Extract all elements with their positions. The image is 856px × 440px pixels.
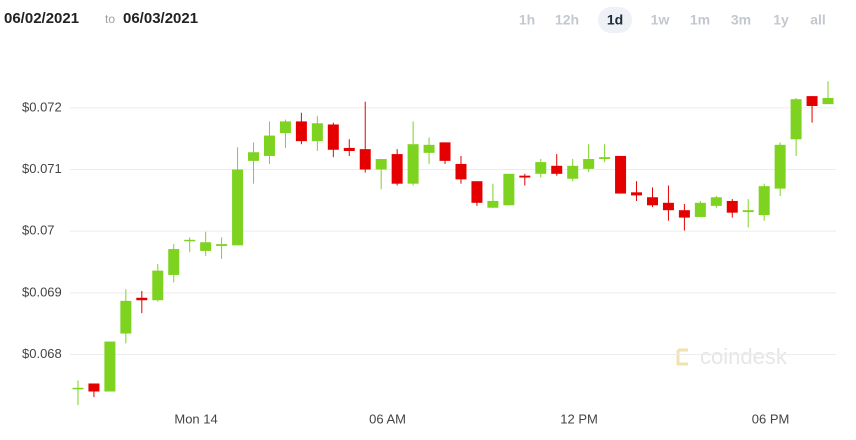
x-tick-label: 12 PM (560, 411, 598, 426)
candle-body (631, 192, 643, 196)
candle-body (168, 249, 180, 275)
y-tick-label: $0.07 (22, 223, 55, 238)
candle-body (694, 202, 706, 217)
y-tick-label: $0.068 (22, 346, 62, 361)
candle-body (455, 163, 467, 180)
watermark-text: coindesk (700, 344, 788, 369)
candle-body (88, 383, 100, 392)
candle-body (423, 144, 435, 153)
candle-body (662, 202, 674, 211)
candle-body (726, 200, 738, 213)
candle-body (646, 197, 658, 206)
candle-body (487, 200, 499, 208)
candle-body (599, 157, 611, 160)
candle-body (471, 181, 483, 203)
candle-body (710, 197, 722, 206)
range-button[interactable]: 12h (555, 12, 579, 28)
candle-body (104, 341, 116, 392)
candle-body (519, 175, 531, 178)
candle-body (407, 144, 419, 184)
candle-body (327, 124, 339, 150)
y-tick-label: $0.072 (22, 99, 62, 114)
y-tick-label: $0.069 (22, 284, 62, 299)
candle-body (263, 135, 275, 156)
candle-body (248, 152, 260, 161)
range-button[interactable]: 1d (607, 12, 623, 28)
range-button[interactable]: 1y (773, 12, 789, 28)
x-tick-label: 06 AM (369, 411, 406, 426)
x-tick-label: Mon 14 (174, 411, 217, 426)
end-date: 06/03/2021 (123, 10, 198, 27)
range-button[interactable]: 1m (690, 12, 710, 28)
y-tick-label: $0.071 (22, 161, 62, 176)
range-button[interactable]: 1h (519, 12, 535, 28)
candle-body (567, 165, 579, 179)
candle-body (216, 244, 228, 246)
candle-body (439, 142, 451, 161)
candle-body (72, 387, 84, 390)
candle-body (136, 297, 148, 301)
candle-body (120, 300, 132, 334)
range-button[interactable]: 1w (651, 12, 670, 28)
connector: to (105, 12, 115, 26)
candle-body (806, 96, 818, 106)
watermark: coindesk (676, 344, 788, 369)
candle-body (375, 159, 387, 170)
candle-body (503, 173, 515, 206)
candle-body (790, 99, 802, 140)
candle-body (774, 144, 786, 189)
candle-body (742, 210, 754, 213)
candle-body (279, 121, 291, 134)
range-selected-bg (598, 7, 632, 33)
candle-body (678, 210, 690, 218)
candle-body (152, 270, 164, 301)
candle-body (615, 155, 627, 194)
candle-body (535, 162, 547, 174)
candle-body (200, 242, 212, 251)
candle-body (551, 165, 563, 174)
candle-body (232, 169, 244, 246)
candle-body (583, 159, 595, 169)
range-button[interactable]: 3m (731, 12, 751, 28)
candle-body (295, 121, 307, 142)
candle-body (343, 147, 355, 151)
candle-body (184, 239, 196, 242)
candle-body (758, 186, 770, 216)
range-button[interactable]: all (810, 12, 826, 28)
candle-body (391, 154, 403, 184)
candle-body (822, 97, 834, 105)
x-tick-label: 06 PM (752, 411, 790, 426)
candle-body (311, 123, 323, 142)
start-date: 06/02/2021 (4, 10, 79, 27)
candle-body (359, 149, 371, 170)
watermark-icon (676, 348, 688, 366)
